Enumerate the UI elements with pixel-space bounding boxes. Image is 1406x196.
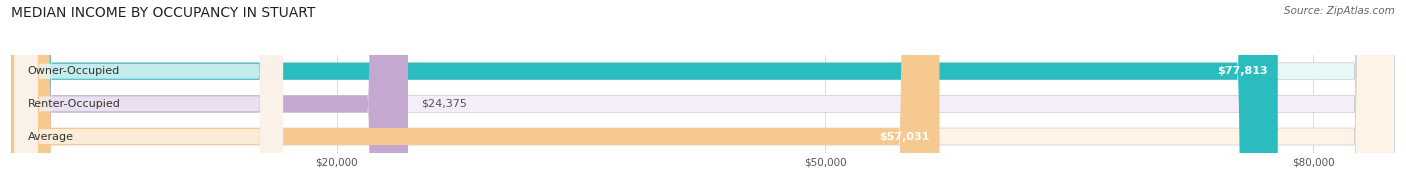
Text: $77,813: $77,813 — [1218, 66, 1268, 76]
FancyBboxPatch shape — [14, 0, 283, 196]
FancyBboxPatch shape — [11, 0, 408, 196]
Text: Owner-Occupied: Owner-Occupied — [28, 66, 120, 76]
FancyBboxPatch shape — [11, 0, 1395, 196]
Text: Average: Average — [28, 132, 73, 142]
Text: Renter-Occupied: Renter-Occupied — [28, 99, 121, 109]
Text: $24,375: $24,375 — [420, 99, 467, 109]
FancyBboxPatch shape — [11, 0, 1395, 196]
Text: Source: ZipAtlas.com: Source: ZipAtlas.com — [1284, 6, 1395, 16]
Text: MEDIAN INCOME BY OCCUPANCY IN STUART: MEDIAN INCOME BY OCCUPANCY IN STUART — [11, 6, 315, 20]
FancyBboxPatch shape — [11, 0, 939, 196]
Text: $57,031: $57,031 — [879, 132, 929, 142]
FancyBboxPatch shape — [14, 0, 283, 196]
FancyBboxPatch shape — [11, 0, 1278, 196]
FancyBboxPatch shape — [11, 0, 1395, 196]
FancyBboxPatch shape — [14, 0, 283, 196]
